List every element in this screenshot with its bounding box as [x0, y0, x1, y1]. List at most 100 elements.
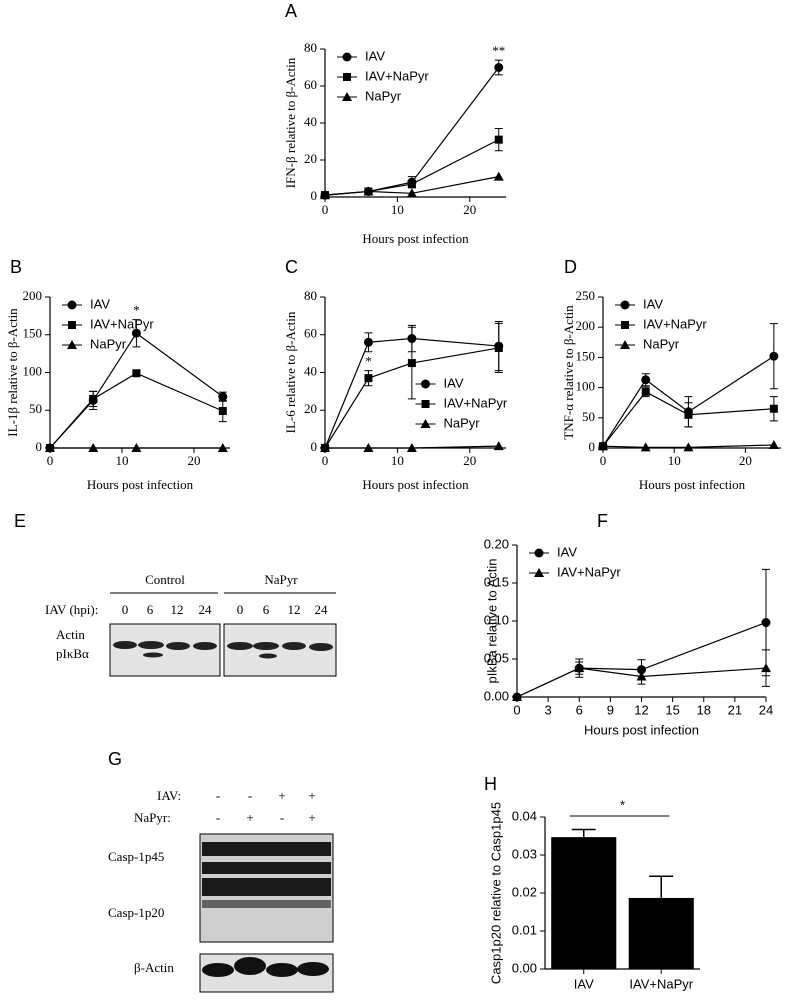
marker — [641, 375, 651, 385]
marker — [494, 135, 503, 144]
timepoint: 6 — [147, 602, 154, 617]
y-tick-label: 60 — [304, 77, 317, 92]
marker — [320, 190, 330, 200]
x-tick-label: 10 — [391, 453, 404, 468]
legend-label: IAV — [90, 296, 110, 311]
bands — [202, 842, 331, 908]
marker — [218, 407, 227, 416]
marker — [636, 671, 647, 681]
marker — [407, 180, 416, 189]
x-axis-label: Hours post infection — [87, 477, 194, 492]
row-label: IAV (hpi): — [45, 602, 98, 617]
x-tick-label: 20 — [463, 453, 476, 468]
panel-letter: G — [108, 749, 122, 769]
timepoint: 24 — [315, 602, 329, 617]
bar — [551, 837, 617, 969]
annotation: * — [133, 303, 140, 318]
x-tick-label: IAV+NaPyr — [629, 976, 693, 991]
timepoint: 24 — [199, 602, 213, 617]
panel-letter: D — [564, 257, 577, 277]
legend-label: NaPyr — [365, 88, 402, 103]
legend-marker — [343, 73, 351, 81]
line — [49, 332, 224, 449]
legend-marker — [420, 419, 431, 428]
line — [602, 391, 774, 447]
line — [516, 667, 767, 698]
panel-letter: H — [484, 774, 497, 794]
marker — [131, 328, 141, 338]
y-tick-label: 0 — [589, 439, 596, 454]
sign: - — [248, 788, 252, 803]
marker — [363, 443, 374, 452]
legend-marker — [342, 52, 352, 62]
legend-marker — [342, 92, 352, 101]
legend-label: IAV — [643, 296, 663, 311]
x-tick-label: 10 — [668, 453, 681, 468]
x-axis-label: Hours post infection — [639, 477, 746, 492]
y-axis-label: Casp1p20 relative to Casp1p45 — [488, 802, 503, 984]
marker — [768, 439, 779, 449]
legend-label: IAV+NaPyr — [365, 68, 429, 83]
line — [324, 347, 499, 449]
legend-marker — [67, 340, 77, 349]
y-tick-label: 80 — [304, 288, 317, 303]
x-tick-label: 20 — [463, 202, 476, 217]
marker — [761, 618, 771, 628]
marker — [406, 188, 417, 198]
x-tick-label: 12 — [634, 702, 648, 717]
marker — [641, 387, 650, 396]
x-tick-label: 9 — [607, 702, 614, 717]
line — [49, 372, 224, 449]
legend-marker — [621, 321, 629, 329]
y-tick-label: 100 — [576, 379, 596, 394]
timepoint: 0 — [122, 602, 129, 617]
blot-g: G IAV: NaPyr: - - + + - + - + Casp-1p45 … — [108, 749, 334, 993]
annotation: * — [365, 354, 372, 369]
legend-label: NaPyr — [90, 336, 127, 351]
legend-label: NaPyr — [643, 336, 680, 351]
marker — [683, 442, 694, 452]
timepoint: 6 — [263, 602, 270, 617]
error-bar — [649, 875, 674, 898]
marker — [761, 663, 771, 673]
y-tick-label: 0.01 — [512, 922, 537, 937]
marker — [684, 410, 693, 419]
y-axis-label: pIkBa relative to Actin — [484, 558, 499, 683]
y-tick-label: 0.15 — [484, 574, 509, 589]
band-label: Actin — [56, 627, 85, 642]
sign: - — [216, 810, 220, 825]
y-axis-label: IFN-β relative to β-Actin — [283, 57, 298, 188]
legend-label: IAV — [557, 544, 577, 559]
panel-letter: C — [285, 257, 298, 277]
x-tick-label: 10 — [391, 202, 404, 217]
x-tick-label: 0 — [322, 453, 329, 468]
y-tick-label: 50 — [582, 409, 595, 424]
line — [324, 67, 500, 196]
y-tick-label: 100 — [23, 363, 43, 378]
y-axis-label: IL-6 relative to β-Actin — [283, 311, 298, 433]
x-tick-label: 18 — [697, 702, 711, 717]
x-tick-label: 24 — [759, 702, 773, 717]
y-tick-label: 0 — [311, 188, 318, 203]
panel-letter: B — [10, 257, 22, 277]
band-label: Casp-1p45 — [108, 849, 164, 864]
x-axis-label: Hours post infection — [362, 477, 469, 492]
legend-marker — [534, 548, 544, 558]
sign: + — [308, 788, 315, 803]
y-tick-label: 50 — [29, 401, 42, 416]
legend-marker — [534, 568, 544, 577]
x-tick-label: 3 — [545, 702, 552, 717]
y-tick-label: 20 — [304, 401, 317, 416]
y-tick-label: 0.02 — [512, 884, 537, 899]
y-tick-label: 250 — [576, 288, 596, 303]
x-tick-label: 0 — [322, 202, 329, 217]
marker — [364, 374, 373, 383]
condition-label: NaPyr: — [134, 810, 171, 825]
legend-marker — [67, 300, 77, 310]
group-label: Control — [145, 572, 185, 587]
bands — [113, 641, 333, 659]
legend-marker — [421, 379, 430, 389]
x-tick-label: 10 — [116, 453, 129, 468]
condition-label: IAV: — [157, 788, 181, 803]
